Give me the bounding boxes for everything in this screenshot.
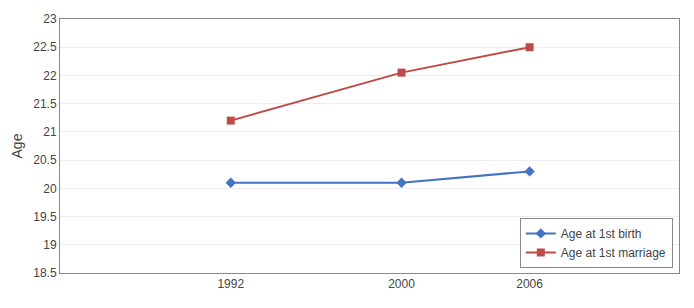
svg-text:19: 19	[43, 238, 57, 252]
svg-text:21: 21	[43, 125, 57, 139]
svg-text:Age: Age	[9, 133, 25, 158]
svg-text:Age at 1st birth: Age at 1st birth	[561, 227, 642, 241]
svg-text:18.5: 18.5	[33, 266, 57, 280]
svg-text:20.5: 20.5	[33, 153, 57, 167]
svg-text:2006: 2006	[516, 277, 543, 291]
svg-text:22: 22	[43, 69, 57, 83]
svg-text:21.5: 21.5	[33, 97, 57, 111]
svg-text:1992: 1992	[217, 277, 244, 291]
svg-text:2000: 2000	[388, 277, 415, 291]
svg-text:Age at 1st marriage: Age at 1st marriage	[561, 246, 666, 260]
svg-text:23: 23	[43, 12, 57, 26]
svg-text:19.5: 19.5	[33, 210, 57, 224]
svg-text:22.5: 22.5	[33, 40, 57, 54]
svg-text:20: 20	[43, 182, 57, 196]
